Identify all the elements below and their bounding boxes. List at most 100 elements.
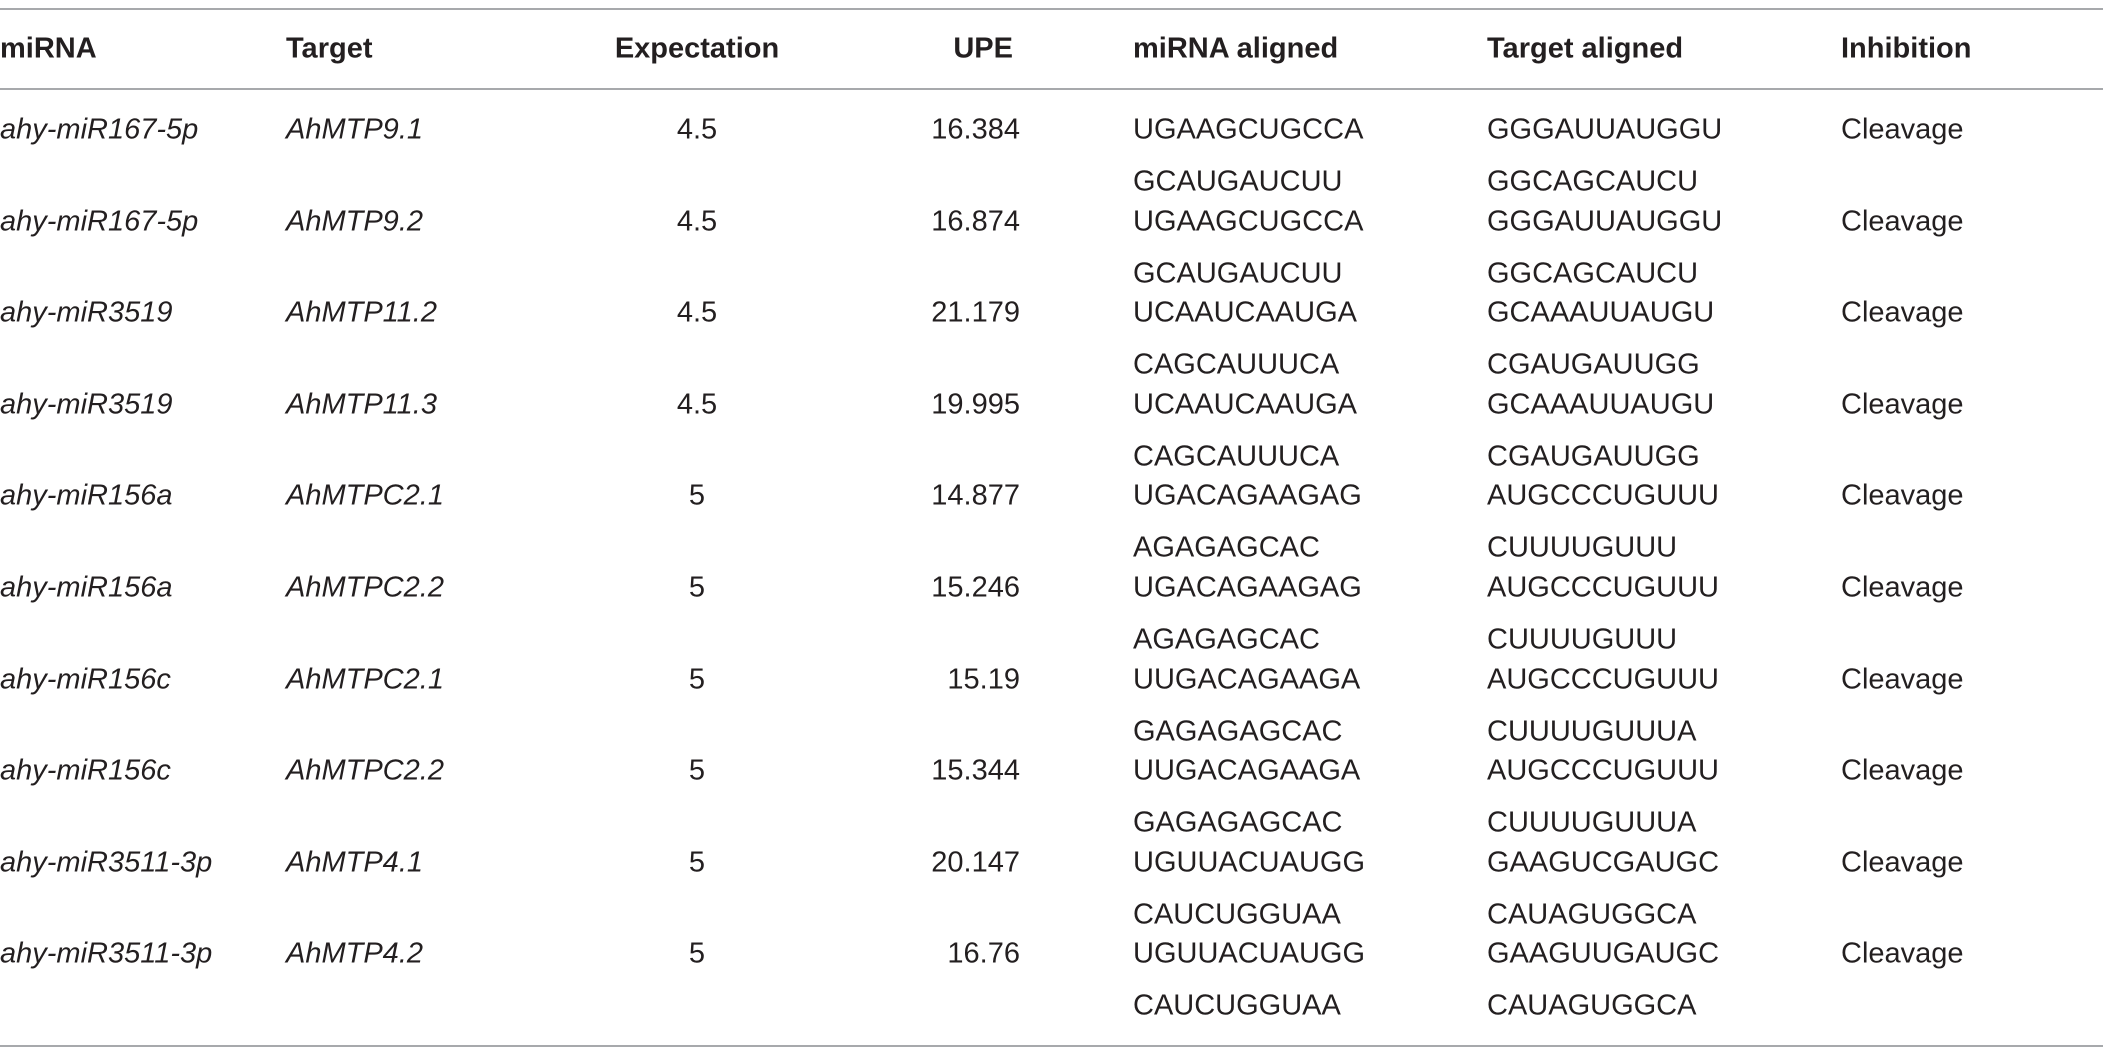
cell-upe: 15.246 xyxy=(931,571,1020,604)
cell-mirna-aligned-line2: GCAUGAUCUU xyxy=(1133,257,1343,290)
cell-mirna-aligned-line2: GCAUGAUCUU xyxy=(1133,165,1343,198)
cell-expectation: 5 xyxy=(688,754,706,787)
cell-target-aligned-line2: GGCAGCAUCU xyxy=(1487,257,1699,290)
cell-expectation: 5 xyxy=(688,846,706,879)
cell-expectation: 5 xyxy=(688,937,706,970)
cell-expectation: 4.5 xyxy=(676,388,718,421)
cell-upe: 14.877 xyxy=(931,479,1020,512)
cell-target: AhMTP4.1 xyxy=(286,846,423,879)
cell-mirna: ahy-miR3511-3p xyxy=(0,846,213,879)
cell-mirna: ahy-miR3519 xyxy=(0,296,173,329)
header-inhibition: Inhibition xyxy=(1841,32,1972,65)
cell-target-aligned-line2: CAUAGUGGCA xyxy=(1487,989,1697,1022)
cell-target-aligned-line2: CUUUUGUUU xyxy=(1487,531,1678,564)
cell-mirna-aligned-line1: UCAAUCAAUGA xyxy=(1133,388,1357,421)
cell-inhibition: Cleavage xyxy=(1841,571,1964,604)
cell-mirna-aligned-line2: CAUCUGGUAA xyxy=(1133,989,1341,1022)
cell-upe: 21.179 xyxy=(931,296,1020,329)
cell-target-aligned-line1: GCAAAUUAUGU xyxy=(1487,388,1715,421)
cell-upe: 19.995 xyxy=(931,388,1020,421)
cell-upe: 16.384 xyxy=(931,113,1020,146)
cell-mirna-aligned-line2: CAGCAUUUCA xyxy=(1133,348,1340,381)
cell-mirna-aligned-line1: UGACAGAAGAG xyxy=(1133,479,1362,512)
cell-target: AhMTP9.1 xyxy=(286,113,423,146)
cell-mirna: ahy-miR156c xyxy=(0,663,171,696)
cell-inhibition: Cleavage xyxy=(1841,846,1964,879)
cell-upe: 20.147 xyxy=(931,846,1020,879)
cell-expectation: 4.5 xyxy=(676,296,718,329)
header-mirna-aligned: miRNA aligned xyxy=(1133,32,1339,65)
table-top-rule xyxy=(0,8,2103,10)
cell-target-aligned-line1: AUGCCCUGUUU xyxy=(1487,571,1719,604)
cell-inhibition: Cleavage xyxy=(1841,113,1964,146)
cell-target-aligned-line2: CUUUUGUUUA xyxy=(1487,715,1697,748)
cell-mirna: ahy-miR167-5p xyxy=(0,113,199,146)
cell-mirna-aligned-line2: GAGAGAGCAC xyxy=(1133,715,1343,748)
header-target: Target xyxy=(286,32,373,65)
cell-mirna-aligned-line1: UGUUACUAUGG xyxy=(1133,937,1366,970)
cell-mirna-aligned-line2: CAGCAUUUCA xyxy=(1133,440,1340,473)
cell-mirna: ahy-miR3511-3p xyxy=(0,937,213,970)
cell-upe: 16.76 xyxy=(947,937,1020,970)
cell-target: AhMTPC2.1 xyxy=(286,663,444,696)
cell-mirna: ahy-miR167-5p xyxy=(0,205,199,238)
cell-mirna-aligned-line1: UGACAGAAGAG xyxy=(1133,571,1362,604)
header-target-aligned: Target aligned xyxy=(1487,32,1684,65)
cell-mirna-aligned-line2: AGAGAGCAC xyxy=(1133,531,1320,564)
cell-expectation: 4.5 xyxy=(676,113,718,146)
cell-target-aligned-line1: AUGCCCUGUUU xyxy=(1487,479,1719,512)
cell-target: AhMTP11.2 xyxy=(286,296,437,329)
cell-upe: 15.344 xyxy=(931,754,1020,787)
cell-mirna: ahy-miR156a xyxy=(0,479,173,512)
cell-inhibition: Cleavage xyxy=(1841,754,1964,787)
cell-expectation: 5 xyxy=(688,571,706,604)
cell-inhibition: Cleavage xyxy=(1841,296,1964,329)
cell-mirna-aligned-line1: UGAAGCUGCCA xyxy=(1133,205,1364,238)
header-mirna: miRNA xyxy=(0,32,97,65)
cell-mirna-aligned-line2: AGAGAGCAC xyxy=(1133,623,1320,656)
cell-target-aligned-line2: CGAUGAUUGG xyxy=(1487,348,1700,381)
cell-mirna-aligned-line1: UUGACAGAAGA xyxy=(1133,663,1361,696)
header-expectation: Expectation xyxy=(614,32,780,65)
header-upe: UPE xyxy=(953,32,1013,65)
cell-target-aligned-line2: CAUAGUGGCA xyxy=(1487,898,1697,931)
cell-target: AhMTP9.2 xyxy=(286,205,423,238)
cell-target-aligned-line2: CUUUUGUUU xyxy=(1487,623,1678,656)
cell-mirna-aligned-line1: UGUUACUAUGG xyxy=(1133,846,1366,879)
cell-target: AhMTPC2.2 xyxy=(286,571,444,604)
cell-mirna-aligned-line2: CAUCUGGUAA xyxy=(1133,898,1341,931)
cell-target-aligned-line1: GAAGUUGAUGC xyxy=(1487,937,1720,970)
cell-target: AhMTP4.2 xyxy=(286,937,423,970)
cell-inhibition: Cleavage xyxy=(1841,388,1964,421)
cell-target-aligned-line1: GCAAAUUAUGU xyxy=(1487,296,1715,329)
cell-target-aligned-line1: GGGAUUAUGGU xyxy=(1487,205,1723,238)
cell-mirna-aligned-line1: UCAAUCAAUGA xyxy=(1133,296,1357,329)
cell-upe: 15.19 xyxy=(947,663,1020,696)
cell-mirna-aligned-line1: UUGACAGAAGA xyxy=(1133,754,1361,787)
cell-inhibition: Cleavage xyxy=(1841,663,1964,696)
cell-target-aligned-line1: GGGAUUAUGGU xyxy=(1487,113,1723,146)
cell-inhibition: Cleavage xyxy=(1841,479,1964,512)
cell-target-aligned-line1: AUGCCCUGUUU xyxy=(1487,663,1719,696)
cell-target-aligned-line2: CGAUGAUUGG xyxy=(1487,440,1700,473)
cell-expectation: 4.5 xyxy=(676,205,718,238)
cell-target-aligned-line2: CUUUUGUUUA xyxy=(1487,806,1697,839)
cell-mirna: ahy-miR3519 xyxy=(0,388,173,421)
cell-target: AhMTPC2.2 xyxy=(286,754,444,787)
cell-target: AhMTP11.3 xyxy=(286,388,437,421)
cell-mirna-aligned-line2: GAGAGAGCAC xyxy=(1133,806,1343,839)
cell-upe: 16.874 xyxy=(931,205,1020,238)
cell-target-aligned-line2: GGCAGCAUCU xyxy=(1487,165,1699,198)
cell-mirna-aligned-line1: UGAAGCUGCCA xyxy=(1133,113,1364,146)
cell-target: AhMTPC2.1 xyxy=(286,479,444,512)
cell-inhibition: Cleavage xyxy=(1841,205,1964,238)
cell-expectation: 5 xyxy=(688,663,706,696)
cell-mirna: ahy-miR156a xyxy=(0,571,173,604)
cell-mirna: ahy-miR156c xyxy=(0,754,171,787)
cell-inhibition: Cleavage xyxy=(1841,937,1964,970)
cell-target-aligned-line1: AUGCCCUGUUU xyxy=(1487,754,1719,787)
cell-expectation: 5 xyxy=(688,479,706,512)
table-header-rule xyxy=(0,88,2103,90)
table-bottom-rule xyxy=(0,1045,2103,1047)
cell-target-aligned-line1: GAAGUCGAUGC xyxy=(1487,846,1720,879)
